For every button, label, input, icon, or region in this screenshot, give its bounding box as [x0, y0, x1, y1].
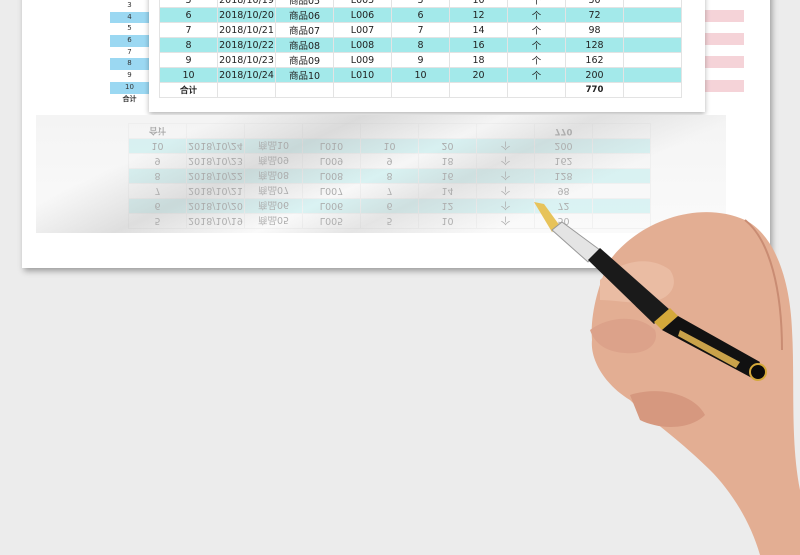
table-cell[interactable]: 5 [159, 0, 218, 8]
table-cell[interactable]: 商品10 [275, 67, 334, 83]
table-cell[interactable]: 2018/10/20 [217, 7, 276, 23]
table-cell[interactable]: 个 [507, 7, 566, 23]
table-cell[interactable]: 128 [565, 37, 624, 53]
table-cell[interactable]: 个 [507, 0, 566, 8]
total-value[interactable]: 770 [565, 82, 624, 98]
table-cell[interactable]: 5 [391, 0, 450, 8]
table-cell[interactable]: 20 [449, 67, 508, 83]
table-cell[interactable] [623, 52, 682, 68]
hand-icon [590, 212, 800, 555]
table-cell[interactable] [449, 82, 508, 98]
table-cell[interactable] [623, 22, 682, 38]
table-cell[interactable]: 16 [449, 37, 508, 53]
table-cell[interactable]: 72 [565, 7, 624, 23]
table-cell[interactable]: L008 [333, 37, 392, 53]
table-cell[interactable]: 2018/10/21 [217, 22, 276, 38]
fountain-pen-icon [534, 202, 767, 381]
table-cell[interactable]: 14 [449, 22, 508, 38]
table-cell[interactable]: 10 [391, 67, 450, 83]
table-cell[interactable]: L010 [333, 67, 392, 83]
row-number: 6 [110, 35, 149, 47]
table-cell[interactable]: 6 [159, 7, 218, 23]
row-number: 8 [110, 58, 149, 71]
row-number: 合计 [110, 93, 149, 106]
pink-stripe [702, 33, 744, 45]
table-cell[interactable]: 162 [565, 52, 624, 68]
table-cell[interactable]: 9 [159, 52, 218, 68]
table-cell[interactable]: 7 [391, 22, 450, 38]
table-cell[interactable]: 个 [507, 22, 566, 38]
table-cell[interactable]: 2018/10/23 [217, 52, 276, 68]
table-cell[interactable] [623, 37, 682, 53]
table-cell[interactable]: 商品05 [275, 0, 334, 8]
table-cell[interactable]: 9 [391, 52, 450, 68]
table-cell[interactable] [623, 0, 682, 8]
row-number: 10 [110, 81, 149, 94]
table-cell[interactable]: 7 [159, 22, 218, 38]
table-cell[interactable]: L007 [333, 22, 392, 38]
table-cell[interactable] [623, 7, 682, 23]
table-cell[interactable]: 个 [507, 52, 566, 68]
pink-stripe [702, 10, 744, 22]
row-number: 4 [110, 11, 149, 24]
table-cell[interactable]: 商品07 [275, 22, 334, 38]
table-reflection: 52018/10/19商品05L005510个5062018/10/20商品06… [36, 115, 726, 233]
table-cell[interactable]: 6 [391, 7, 450, 23]
total-row: 合计 770 [159, 82, 682, 98]
table-cell[interactable]: 8 [159, 37, 218, 53]
table-cell[interactable] [391, 82, 450, 98]
table-cell[interactable]: 98 [565, 22, 624, 38]
row-number: 9 [110, 70, 149, 82]
table-cell[interactable]: 200 [565, 67, 624, 83]
pink-stripe [702, 80, 744, 92]
table-cell[interactable]: 个 [507, 37, 566, 53]
table-cell[interactable]: 商品09 [275, 52, 334, 68]
table-cell[interactable]: 8 [391, 37, 450, 53]
row-number: 5 [110, 23, 149, 36]
table-cell[interactable] [333, 82, 392, 98]
table-cell[interactable]: 2018/10/19 [217, 0, 276, 8]
data-table: 5 2018/10/19 商品05 L005 5 10 个 50 6 2018/10/20 商品06… [159, 0, 682, 98]
table-cell[interactable]: 商品06 [275, 7, 334, 23]
table-cell[interactable]: 商品08 [275, 37, 334, 53]
hand-holding-pen [534, 202, 800, 555]
table-cell[interactable] [623, 67, 682, 83]
foreground-spreadsheet: 5 2018/10/19 商品05 L005 5 10 个 50 6 2018/10/20 商品06… [149, 0, 705, 112]
reflection-glare [36, 115, 726, 233]
table-cell[interactable]: 50 [565, 0, 624, 8]
row-number: 7 [110, 46, 149, 59]
table-cell[interactable] [217, 82, 276, 98]
paper-sheet: 3 4 5 6 7 8 9 10 合计 5 2018/10/19 商品05 L005 5 10 个 50 6 20… [22, 0, 770, 268]
table-cell[interactable]: 2018/10/22 [217, 37, 276, 53]
table-cell[interactable]: L005 [333, 0, 392, 8]
table-cell[interactable]: L009 [333, 52, 392, 68]
table-cell[interactable] [275, 82, 334, 98]
table-cell[interactable] [507, 82, 566, 98]
table-cell[interactable]: 18 [449, 52, 508, 68]
table-cell[interactable]: 12 [449, 7, 508, 23]
row-number: 3 [110, 0, 149, 12]
table-cell[interactable] [623, 82, 682, 98]
total-label[interactable]: 合计 [159, 82, 218, 98]
table-cell[interactable]: 个 [507, 67, 566, 83]
table-cell[interactable]: 2018/10/24 [217, 67, 276, 83]
table-cell[interactable]: 10 [449, 0, 508, 8]
table-cell[interactable]: 10 [159, 67, 218, 83]
pink-stripe [702, 56, 744, 68]
table-cell[interactable]: L006 [333, 7, 392, 23]
row-number-column: 3 4 5 6 7 8 9 10 合计 [110, 0, 149, 106]
